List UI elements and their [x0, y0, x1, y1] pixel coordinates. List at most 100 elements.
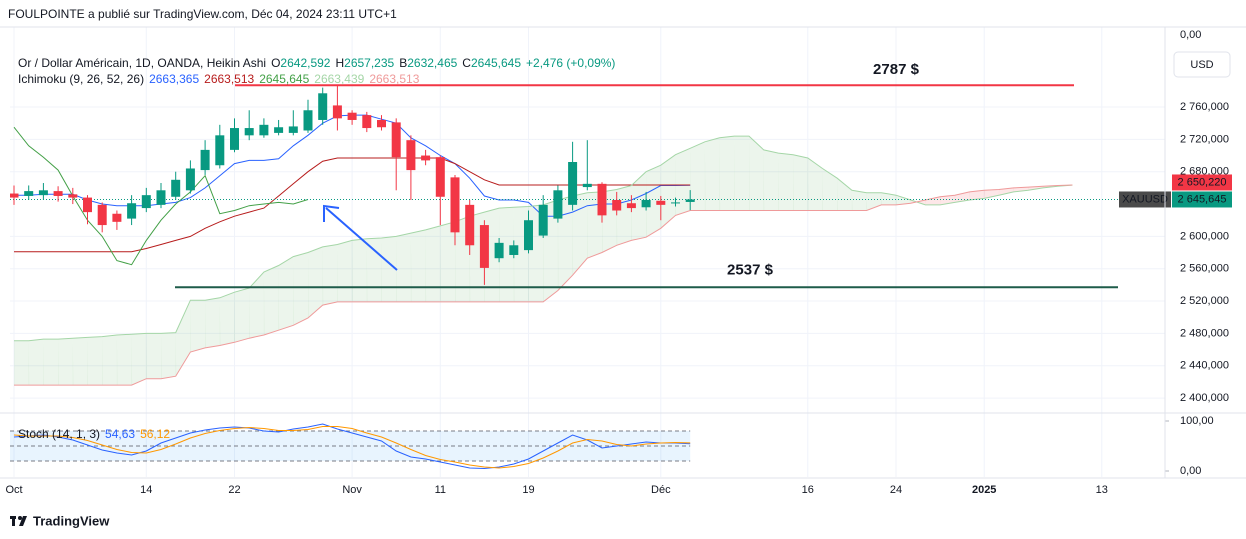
y-tick-label: 2 760,000 — [1180, 101, 1229, 113]
candle-body — [185, 168, 195, 191]
ichimoku-line — [14, 184, 1073, 386]
y-tick-label: 100,00 — [1180, 415, 1214, 427]
cloud — [28, 339, 44, 386]
candle-body — [641, 200, 651, 208]
chart-title: Or / Dollar Américain, 1D, OANDA, Heikin… — [18, 56, 267, 70]
currency[interactable]: USD — [1190, 59, 1213, 71]
cloud — [557, 195, 574, 291]
brand-logo — [10, 516, 27, 526]
x-tick-label: 22 — [228, 484, 240, 496]
ohlc-value: 2657,235 — [344, 56, 395, 70]
ohlc-key: H — [335, 56, 345, 70]
y-tick-label: 2 560,000 — [1180, 263, 1229, 275]
candle-body — [97, 204, 107, 226]
cloud — [881, 192, 897, 205]
cloud — [925, 196, 941, 205]
ichimoku-value: 2663,365 — [149, 72, 200, 86]
cloud — [616, 185, 632, 246]
candle-body — [332, 105, 342, 119]
horizontal-line-label: 2787 $ — [873, 61, 920, 78]
candle-body — [553, 190, 563, 219]
cloud — [807, 157, 823, 211]
candle-body — [171, 179, 181, 197]
stoch-value: 56,12 — [140, 427, 171, 441]
ohlc-value: 2645,645 — [470, 56, 522, 70]
cloud — [646, 165, 662, 238]
cloud — [793, 154, 809, 211]
cloud — [293, 252, 309, 326]
candle-body — [362, 115, 372, 129]
candle-body — [156, 190, 166, 205]
candle-body — [568, 162, 578, 205]
ichimoku-title: Ichimoku (9, 26, 52, 26) — [18, 72, 145, 86]
cloud — [43, 339, 59, 386]
candle-body — [597, 183, 607, 216]
main-legend: Or / Dollar Américain, 1D, OANDA, Heikin… — [18, 55, 620, 71]
price-label: 2 650,220 — [1178, 176, 1227, 188]
ichimoku-line — [13, 126, 309, 266]
candle-body — [141, 195, 151, 209]
horizontal-line-label: 2537 $ — [727, 261, 774, 278]
cloud — [278, 256, 294, 331]
cloud — [778, 153, 794, 211]
ichimoku-value: 2645,645 — [259, 72, 310, 86]
cloud — [396, 233, 412, 302]
arrow — [325, 207, 398, 271]
cloud — [851, 190, 868, 211]
cloud — [749, 136, 765, 211]
ohlc-value: 2632,465 — [407, 56, 458, 70]
candle-body — [626, 203, 636, 209]
candle-body — [127, 203, 137, 219]
cloud — [263, 265, 280, 336]
cloud — [734, 136, 750, 211]
cloud — [440, 221, 456, 302]
cloud — [896, 195, 912, 205]
cloud — [116, 334, 133, 386]
candle-body — [112, 213, 122, 222]
cloud — [690, 141, 706, 211]
x-tick-label: 24 — [890, 484, 902, 496]
x-tick-label: 2025 — [972, 484, 996, 496]
candle-body — [377, 119, 386, 128]
candle-body — [24, 191, 34, 196]
cloud — [381, 236, 397, 302]
x-tick-label: Nov — [342, 484, 362, 496]
symbol-label: XAUUSD — [1122, 193, 1168, 205]
ichimoku-line — [14, 157, 691, 253]
candle-body — [347, 112, 357, 120]
stoch-line — [13, 426, 691, 469]
candle-body — [685, 199, 695, 202]
cloud — [822, 168, 838, 211]
y-tick-label: 0,00 — [1180, 465, 1201, 477]
symbol-label-box — [1119, 191, 1171, 208]
main-pane — [10, 84, 1165, 386]
candle-body — [259, 124, 269, 136]
cloud — [425, 225, 441, 302]
cloud — [763, 149, 779, 211]
cloud — [234, 288, 250, 343]
candle-body — [391, 122, 401, 158]
candle-body — [83, 197, 92, 213]
price-label: 2 645,645 — [1178, 193, 1227, 205]
cloud — [14, 340, 30, 386]
ohlc-key: C — [462, 56, 471, 70]
cloud — [219, 292, 235, 346]
cloud — [410, 229, 427, 302]
cloud — [631, 171, 647, 241]
cloud — [205, 297, 221, 348]
ohlc-key: B — [399, 56, 408, 70]
cloud — [366, 237, 382, 302]
candle-body — [318, 93, 328, 120]
cloud — [337, 240, 353, 302]
ichimoku-value: 2663,513 — [204, 72, 255, 86]
candle-body — [612, 200, 622, 211]
candle-body — [421, 155, 431, 161]
candle-body — [450, 177, 460, 233]
cloud — [984, 189, 1000, 199]
currency-button[interactable] — [1173, 51, 1231, 78]
y-tick-label: 2 480,000 — [1180, 327, 1229, 339]
cloud — [837, 178, 853, 211]
cloud — [352, 238, 368, 302]
